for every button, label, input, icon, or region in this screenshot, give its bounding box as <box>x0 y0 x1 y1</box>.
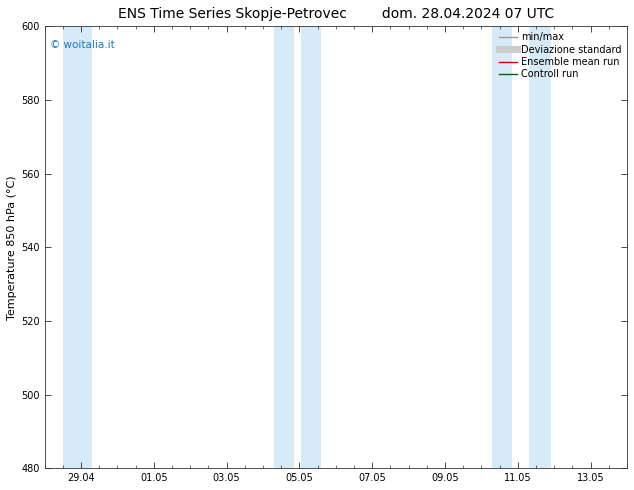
Title: ENS Time Series Skopje-Petrovec        dom. 28.04.2024 07 UTC: ENS Time Series Skopje-Petrovec dom. 28.… <box>118 7 554 21</box>
Y-axis label: Temperature 850 hPa (°C): Temperature 850 hPa (°C) <box>7 175 17 319</box>
Bar <box>63 26 92 468</box>
Bar <box>274 26 294 468</box>
Bar <box>529 26 550 468</box>
Bar <box>301 26 321 468</box>
Text: © woitalia.it: © woitalia.it <box>51 40 115 49</box>
Bar <box>493 26 512 468</box>
Legend: min/max, Deviazione standard, Ensemble mean run, Controll run: min/max, Deviazione standard, Ensemble m… <box>495 28 625 83</box>
